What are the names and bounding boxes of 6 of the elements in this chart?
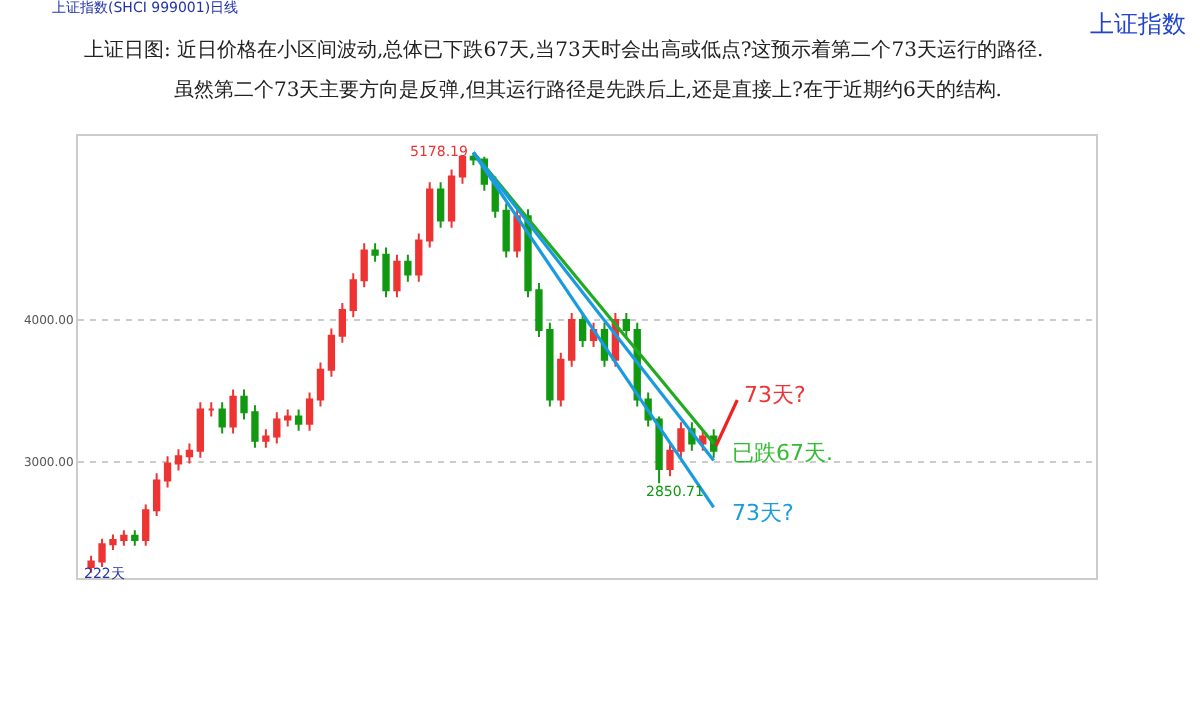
text: 73天?: [744, 382, 806, 408]
text: 已跌67天.: [732, 440, 833, 466]
text: 73天?: [732, 500, 794, 526]
text: 上证指数: [1090, 10, 1186, 38]
chart-title: 上证日图: 近日价格在小区间波动,总体已下跌67天,当73天时会出高或低点?这预示着第二个73天运行的路径.: [84, 38, 1044, 62]
chart-subtitle: 虽然第二个73天主要方向是反弹,但其运行路径是先跌后上,还是直接上?在于近期约6天的结构.: [174, 78, 1002, 102]
